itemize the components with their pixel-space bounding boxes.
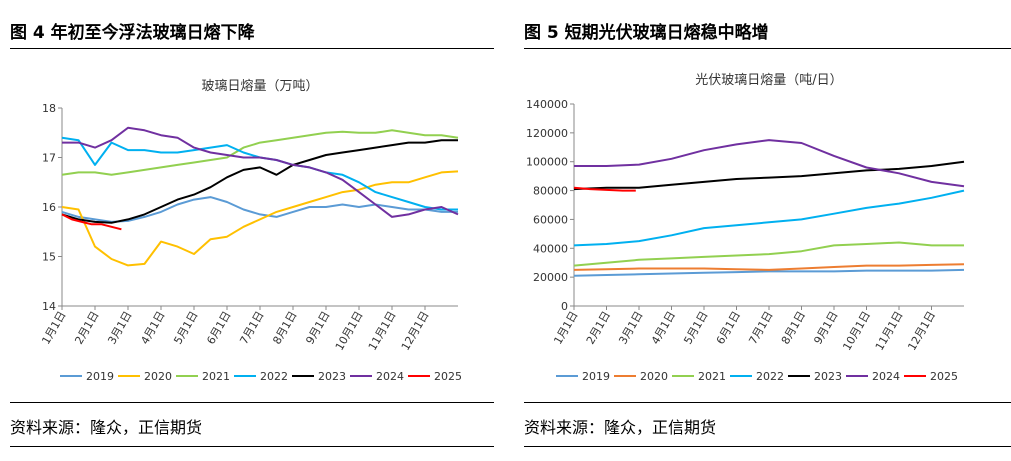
legend-label-2024: 2024 [872, 370, 900, 383]
y-tick-label: 15 [42, 251, 56, 264]
x-tick-label: 10月1日 [333, 309, 366, 353]
y-tick-label: 80000 [533, 185, 568, 198]
y-tick-label: 20000 [533, 271, 568, 284]
series-line-2019 [61, 196, 458, 223]
x-tick-label: 7月1日 [746, 309, 775, 347]
y-tick-label: 120000 [526, 127, 568, 140]
x-tick-label: 3月1日 [616, 309, 645, 347]
x-tick-label: 1月1日 [551, 309, 580, 347]
bottom-rule [524, 446, 1011, 447]
x-tick-label: 9月1日 [811, 309, 840, 347]
series-line-2019 [573, 268, 965, 277]
legend-label-2024: 2024 [376, 370, 404, 383]
x-tick-label: 12月1日 [399, 309, 432, 353]
x-tick-label: 11月1日 [873, 309, 906, 353]
figure-title: 图 4 年初至今浮法玻璃日熔下降 [10, 23, 255, 43]
x-tick-label: 8月1日 [779, 309, 808, 347]
legend-label-2022: 2022 [756, 370, 784, 383]
x-tick-label: 10月1日 [840, 309, 873, 353]
legend-label-2023: 2023 [318, 370, 346, 383]
x-tick-label: 5月1日 [681, 309, 710, 347]
series-line-2021 [61, 129, 459, 176]
legend-label-2022: 2022 [260, 370, 288, 383]
legend-label-2025: 2025 [930, 370, 958, 383]
legend-label-2019: 2019 [86, 370, 114, 383]
legend-label-2020: 2020 [144, 370, 172, 383]
series-line-2025 [61, 213, 122, 231]
chart-right: 光伏玻璃日熔量（吨/日） 0 20000 40000 60000 80000 100000 1… [526, 73, 965, 383]
source-note: 资料来源：隆众，正信期货 [524, 418, 717, 437]
figure-title: 图 5 短期光伏玻璃日熔稳中略增 [524, 23, 769, 43]
series-line-2020 [573, 263, 965, 271]
chart-title: 玻璃日熔量（万吨） [201, 79, 318, 94]
series-line-2021 [573, 241, 964, 267]
y-tick-label: 14 [42, 300, 56, 313]
series-line-2020 [61, 170, 459, 267]
legend-label-2025: 2025 [434, 370, 462, 383]
chart-title: 光伏玻璃日熔量（吨/日） [695, 73, 842, 88]
source-rule [524, 402, 1011, 403]
x-tick-label: 6月1日 [204, 309, 233, 347]
chart-left: 玻璃日熔量（万吨） 14 15 16 17 18 1月1日 2月1日 3月1日 4月1日 5月1日 6… [39, 79, 462, 383]
legend-label-2023: 2023 [814, 370, 842, 383]
x-tick-label: 8月1日 [270, 309, 299, 347]
series-line-2023 [573, 160, 965, 191]
source-note: 资料来源：隆众，正信期货 [10, 418, 203, 437]
bottom-rule [10, 446, 494, 447]
x-tick-label: 6月1日 [714, 309, 743, 347]
y-tick-label: 100000 [526, 156, 568, 169]
x-tick-label: 9月1日 [303, 309, 332, 347]
legend-label-2021: 2021 [698, 370, 726, 383]
y-tick-label: 40000 [533, 242, 568, 255]
series-line-2024 [574, 139, 965, 188]
x-tick-label: 2月1日 [72, 309, 101, 347]
x-tick-label: 4月1日 [138, 309, 167, 347]
y-tick-label: 16 [42, 201, 56, 214]
series-line-2023 [61, 139, 458, 224]
series-line-2024 [62, 126, 459, 218]
x-tick-label: 3月1日 [105, 309, 134, 347]
x-tick-label: 1月1日 [39, 309, 68, 347]
figure-panel-right: 图 5 短期光伏玻璃日熔稳中略增 光伏玻璃日熔量（吨/日） 0 20000 40000… [514, 0, 1011, 461]
x-tick-label: 12月1日 [905, 309, 938, 353]
y-tick-label: 60000 [533, 213, 568, 226]
source-rule [10, 402, 494, 403]
y-tick-label: 17 [42, 152, 56, 165]
y-tick-label: 0 [561, 300, 568, 313]
figure-panel-left: 图 4 年初至今浮法玻璃日熔下降 玻璃日熔量（万吨） 14 15 16 17 18 1月1日… [0, 0, 494, 461]
x-tick-label: 7月1日 [237, 309, 266, 347]
x-tick-label: 5月1日 [171, 309, 200, 347]
title-rule [10, 48, 494, 49]
y-tick-label: 140000 [526, 98, 568, 111]
legend-label-2020: 2020 [640, 370, 668, 383]
legend-label-2021: 2021 [202, 370, 230, 383]
series-line-2025 [573, 186, 636, 192]
x-tick-label: 4月1日 [649, 309, 678, 347]
legend-label-2019: 2019 [582, 370, 610, 383]
series-line-2022 [573, 189, 965, 247]
x-tick-label: 2月1日 [584, 309, 613, 347]
y-tick-label: 18 [42, 102, 56, 115]
x-tick-label: 11月1日 [366, 309, 399, 353]
title-rule [524, 48, 1011, 49]
